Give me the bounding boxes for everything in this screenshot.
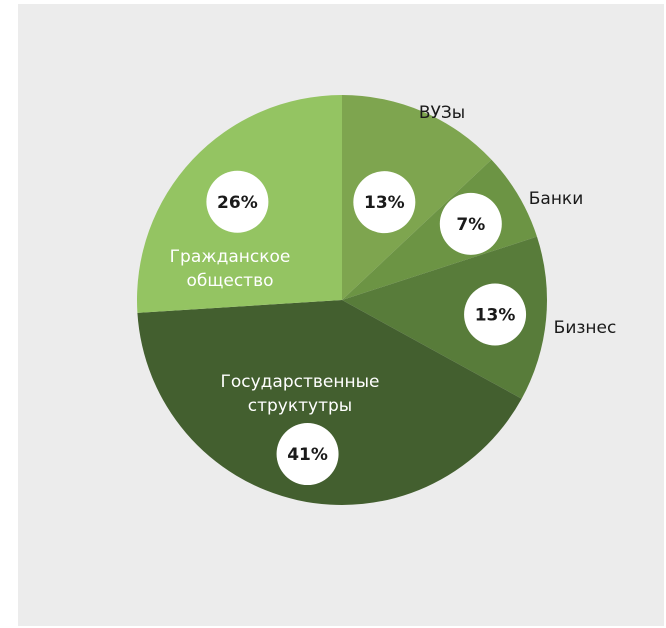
value-badge-3 bbox=[276, 423, 339, 486]
slice-label-2: Бизнес bbox=[554, 318, 617, 338]
data-label-4: 26% bbox=[217, 193, 258, 213]
data-label-2: 13% bbox=[475, 305, 516, 325]
pie-slice-2 bbox=[342, 236, 547, 399]
slice-label-1: Банки bbox=[529, 189, 584, 209]
data-label-0: 13% bbox=[364, 193, 405, 213]
slice-label-4: Гражданское общество bbox=[170, 247, 291, 291]
pie-slice-3 bbox=[137, 300, 522, 506]
slice-label-3: Государственные структутры bbox=[221, 372, 380, 416]
data-label-1: 7% bbox=[456, 215, 485, 235]
pie-slice-1 bbox=[342, 159, 537, 300]
slice-label-0: ВУЗы bbox=[419, 103, 465, 123]
value-badge-1 bbox=[439, 192, 502, 255]
pie-slice-0 bbox=[342, 95, 492, 300]
value-badge-2 bbox=[464, 283, 527, 346]
value-badge-4 bbox=[206, 170, 269, 233]
data-label-3: 41% bbox=[287, 445, 328, 465]
value-badge-0 bbox=[353, 171, 416, 234]
